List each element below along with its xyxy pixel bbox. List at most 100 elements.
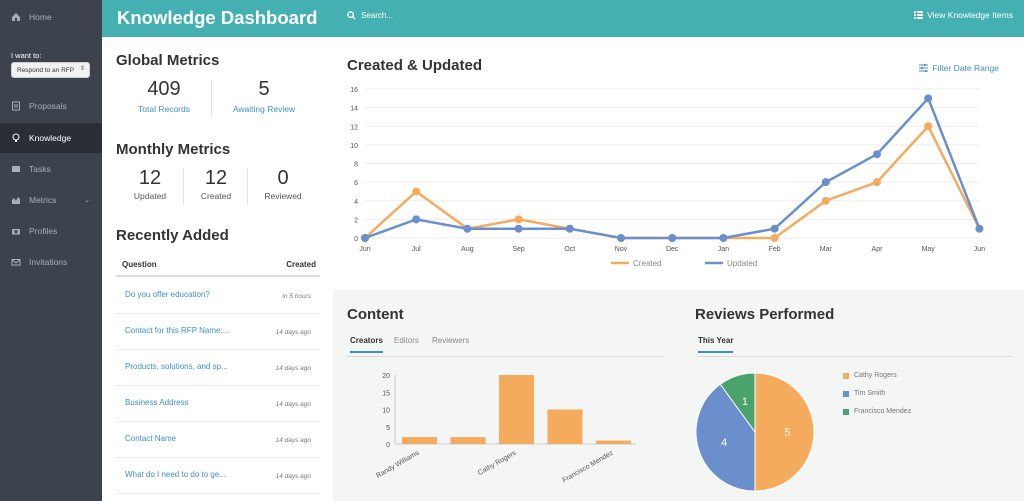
question-link[interactable]: Do you offer education? — [125, 290, 210, 299]
x-tick-label: Jan — [718, 246, 729, 253]
awaiting-review-link[interactable]: Awaiting Review — [232, 104, 296, 114]
sidebar-item-label: Proposals — [29, 101, 67, 111]
created-time: 14 days ago — [275, 473, 311, 480]
x-tick-label: Francisco Mendez — [561, 449, 614, 484]
sidebar-item-profiles[interactable]: Profiles — [0, 216, 102, 246]
y-tick-label: 4 — [354, 199, 358, 206]
data-point-updated — [770, 224, 779, 233]
y-tick-label: 16 — [350, 87, 358, 94]
role-select[interactable]: Respond to an RFP ⇕ — [11, 62, 90, 78]
tasks-icon — [12, 166, 20, 172]
reviewed-value: 0 — [277, 167, 289, 189]
column-header-created[interactable]: Created — [286, 260, 316, 269]
sidebar-item-home[interactable]: Home — [0, 2, 102, 32]
sidebar-item-label: Metrics — [29, 195, 57, 205]
question-link[interactable]: What do I need to do to ge... — [125, 470, 226, 479]
envelope-icon — [11, 259, 21, 266]
created-updated-line-chart: 0 2 4 6 8 10 12 14 16 Jun Jul Aug Sep Oct Nov Dec Jan Feb… — [350, 87, 985, 268]
pie-slice — [719, 372, 756, 434]
reviews-tabs: This Year — [695, 336, 1012, 357]
chevron-updown-icon: ⇕ — [79, 66, 85, 72]
legend-item: Tim Smith — [843, 390, 885, 397]
x-tick-label: Sep — [512, 246, 525, 253]
y-tick-label: 20 — [382, 373, 390, 380]
sidebar-item-proposals[interactable]: Proposals — [0, 91, 102, 121]
x-tick-label: Oct — [564, 246, 575, 253]
tab-creators[interactable]: Creators — [350, 336, 383, 353]
question-link[interactable]: Products, solutions, and sp... — [125, 362, 228, 371]
legend-item: Francisco Mendez — [843, 408, 911, 415]
data-point-updated — [514, 224, 523, 233]
search-icon — [347, 11, 356, 20]
tab-this-year[interactable]: This Year — [698, 336, 734, 353]
series-line-updated — [364, 95, 981, 240]
y-tick-label: 5 — [386, 425, 390, 432]
y-tick-label: 6 — [354, 180, 358, 187]
divider — [211, 80, 212, 118]
question-link[interactable]: Business Address — [125, 398, 189, 407]
home-icon — [12, 13, 20, 21]
created-time: 14 days ago — [275, 437, 311, 444]
total-records-value: 409 — [147, 78, 181, 100]
sidebar-item-metrics[interactable]: Metrics ⌄ — [0, 185, 102, 215]
data-point-updated — [361, 234, 369, 242]
y-tick-label: 0 — [386, 442, 390, 449]
data-point-updated — [821, 178, 830, 187]
bar — [547, 409, 583, 444]
total-records-link[interactable]: Total Records — [138, 104, 190, 114]
divider — [183, 168, 184, 204]
tab-reviewers[interactable]: Reviewers — [432, 336, 470, 345]
x-tick-label: Randy Williams — [375, 449, 421, 479]
table-row[interactable]: What do I need to do to ge... 14 days ago — [116, 458, 320, 494]
divider — [247, 168, 248, 204]
table-row[interactable]: Do you offer education? in 5 hours — [116, 278, 320, 314]
legend-item: Cathy Rogers — [843, 372, 897, 379]
table-row[interactable]: Contact Name 14 days ago — [116, 422, 320, 458]
legend-swatch — [843, 408, 849, 415]
role-value: Respond to an RFP — [17, 67, 75, 74]
awaiting-value: 5 — [258, 78, 270, 100]
x-tick-label: Cathy Rogers — [477, 449, 518, 477]
tab-editors[interactable]: Editors — [394, 336, 419, 345]
camera-icon — [12, 229, 20, 235]
x-tick-label: Nov — [615, 246, 628, 253]
x-tick-label: Feb — [769, 246, 781, 253]
bar — [402, 437, 437, 444]
filter-date-range-label: Filter Date Range — [932, 63, 999, 73]
sliders-icon — [919, 64, 929, 72]
question-link[interactable]: Contact Name — [125, 434, 177, 443]
sidebar-item-invitations[interactable]: Invitations — [0, 247, 102, 277]
data-point-updated — [975, 224, 984, 233]
filter-date-range-button[interactable]: Filter Date Range — [919, 63, 999, 73]
search-input[interactable]: Search... — [347, 11, 393, 20]
sidebar: Home I want to: Respond to an RFP ⇕ Propo… — [0, 0, 102, 501]
table-row[interactable]: Products, solutions, and sp... 14 days ag… — [116, 350, 320, 386]
pie-slice-label: 4 — [721, 437, 727, 449]
legend-label: Francisco Mendez — [854, 408, 912, 415]
data-point-updated — [668, 234, 677, 242]
question-link[interactable]: Contact for this RFP Name:... — [125, 326, 230, 335]
global-metrics-title: Global Metrics — [116, 52, 220, 69]
table-row[interactable]: Contact for this RFP Name:... 14 days ago — [116, 314, 320, 350]
data-point-created — [770, 234, 779, 242]
bar — [499, 375, 534, 444]
y-tick-label: 14 — [350, 106, 358, 113]
sidebar-item-tasks[interactable]: Tasks — [0, 154, 102, 184]
recently-added-title: Recently Added — [116, 227, 229, 244]
data-point-created — [873, 178, 881, 187]
created-time: 14 days ago — [275, 401, 311, 408]
data-point-updated — [412, 215, 421, 224]
bar — [596, 440, 631, 444]
pie-slice-label: 1 — [742, 396, 748, 408]
created-time: 14 days ago — [275, 365, 311, 372]
x-tick-label: Apr — [872, 246, 884, 253]
chart-icon — [12, 197, 20, 204]
sidebar-item-knowledge[interactable]: Knowledge — [0, 123, 102, 153]
column-header-question[interactable]: Question — [122, 260, 157, 269]
reviews-pie-chart: 5 4 1 — [695, 372, 815, 492]
view-knowledge-items-button[interactable]: View Knowledge Items — [914, 10, 1013, 20]
table-row[interactable]: Business Address 14 days ago — [116, 386, 320, 422]
reviewed-label: Reviewed — [264, 191, 302, 201]
view-knowledge-items-label: View Knowledge Items — [927, 10, 1013, 20]
